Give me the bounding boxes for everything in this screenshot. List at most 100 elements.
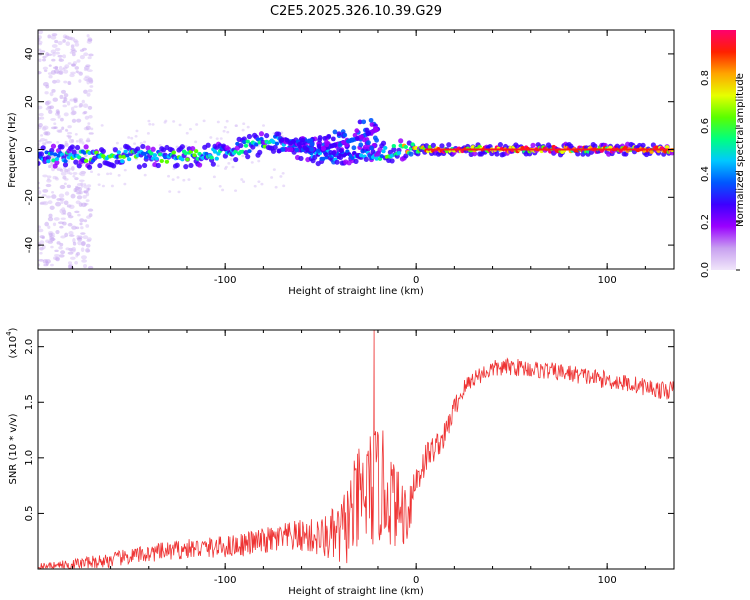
spectrogram-cell [234,189,238,192]
spectrogram-cell [315,148,321,154]
spectrogram-cell [136,164,143,170]
spectrogram-cell [38,70,42,75]
spectrogram-cell [54,39,59,44]
spectrogram-cell [317,135,323,140]
spectrogram-cell [76,71,82,74]
spectrogram-cell [62,162,69,168]
top-x-tick-label: -100 [214,275,237,286]
spectrogram-cell [55,51,60,55]
spectrogram-cell [88,115,93,119]
spectrogram-cell [152,153,158,158]
spectrogram-cell [126,157,132,162]
spectrogram-cell [38,225,41,229]
snr-series-line [38,330,674,569]
spectrogram-cell [72,238,76,243]
spectrogram-cell [241,128,245,132]
spectrogram-cell [187,178,191,181]
top-axis-ticks: -100 0 100 -40 -20 0 20 40 [24,30,674,286]
spectrogram-cell [337,142,343,148]
spectrogram-cell [44,138,48,142]
spectrogram-cell [38,35,42,40]
spectrogram-cell [48,165,52,169]
spectrogram-cell [45,84,50,89]
spectrogram-cell [61,126,65,130]
spectrogram-cell [38,105,43,110]
spectrogram-cell [270,148,277,154]
spectrogram-cell [51,190,55,194]
spectrogram-cell [139,141,143,145]
spectrogram-cell [48,64,52,67]
spectrogram-cell [78,172,82,176]
spectrogram-cell [381,149,386,154]
spectrogram-cell [56,241,61,245]
spectrogram-cell [72,175,76,178]
spectrogram-cell [70,44,75,49]
spectrogram-cell [190,145,196,152]
spectrogram-cell [241,154,245,158]
spectrogram-cell [54,253,60,257]
spectrogram-cell [180,157,185,162]
spectrogram-cell [86,137,91,143]
spectrogram-cell [73,159,79,165]
spectrogram-cell [260,182,264,186]
spectrogram-cell [83,183,87,186]
spectrogram-cell [140,143,146,150]
spectrogram-cell [112,147,118,153]
spectrogram-cell [222,129,226,133]
spectrogram-cell [233,156,239,163]
spectrogram-cell [85,64,91,68]
spectrogram-cell [38,186,41,190]
spectrogram-cell [257,149,263,155]
bottom-axis-ticks: -100 0 100 0.5 1.0 1.5 2.0 [24,330,674,586]
spectrogram-cell [79,222,83,226]
spectrogram-cell [119,147,123,151]
spectrogram-cell [52,152,58,157]
spectrogram-cell [44,221,49,227]
spectrogram-cell [146,132,150,135]
spectrogram-cell [242,180,246,183]
spectrogram-cell [75,200,81,205]
spectrogram-cell [348,138,354,143]
spectrogram-cell [55,79,61,84]
spectrogram-cell [403,153,409,159]
spectrogram-cell [195,123,199,126]
spectrogram-cell [253,184,257,188]
spectrogram-cell [38,122,43,128]
colorbar-tick-label: 0.8 [700,70,711,86]
spectrogram-cell [75,139,79,143]
spectrogram-cell [46,177,50,181]
spectrogram-cell [374,137,380,143]
spectrogram-cell [148,122,152,126]
spectrogram-cell [57,114,61,119]
bottom-x-axis-label: Height of straight line (km) [288,586,424,597]
spectrogram-cell [149,151,154,156]
spectrogram-cell [120,159,125,164]
spectrogram-cell [82,235,89,240]
spectrogram-cell [299,140,305,146]
spectrogram-cell [179,144,185,150]
spectrogram-cell [357,119,363,125]
spectrogram-cell [38,30,44,35]
spectrogram-cell [282,184,286,188]
spectrogram-cell [225,119,229,123]
spectrogram-cell [38,228,44,233]
spectrogram-cell [50,49,57,54]
spectrogram-cell [391,143,397,148]
spectrogram-cell [366,140,371,146]
spectrogram-cell [497,142,503,148]
spectrogram-cell [97,162,103,169]
spectrogram-cell [47,225,51,230]
spectrogram-cell [42,58,47,62]
spectrogram-cell [59,242,64,247]
spectrogram-cell [130,136,134,140]
spectrogram-cell [238,142,244,149]
spectrogram-cell [70,166,75,171]
spectrogram-cell [361,119,367,125]
spectrogram-cell [494,151,500,157]
spectrogram-cell [49,205,55,210]
spectrogram-cell [49,105,55,110]
spectrogram-cell [42,66,49,71]
spectrogram-cell [63,182,67,186]
bottom-y-axis-label: SNR (10 * v/v) [8,413,19,484]
